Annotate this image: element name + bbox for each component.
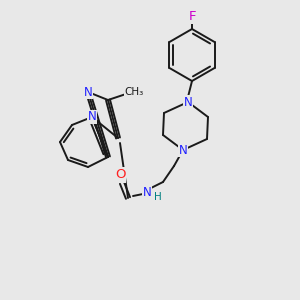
Text: F: F xyxy=(188,10,196,22)
Text: N: N xyxy=(178,143,188,157)
Text: N: N xyxy=(88,110,96,124)
Text: N: N xyxy=(142,185,152,199)
Text: N: N xyxy=(184,95,192,109)
Text: O: O xyxy=(115,169,125,182)
Text: N: N xyxy=(84,85,92,98)
Text: CH₃: CH₃ xyxy=(124,87,144,97)
Text: H: H xyxy=(154,192,162,202)
